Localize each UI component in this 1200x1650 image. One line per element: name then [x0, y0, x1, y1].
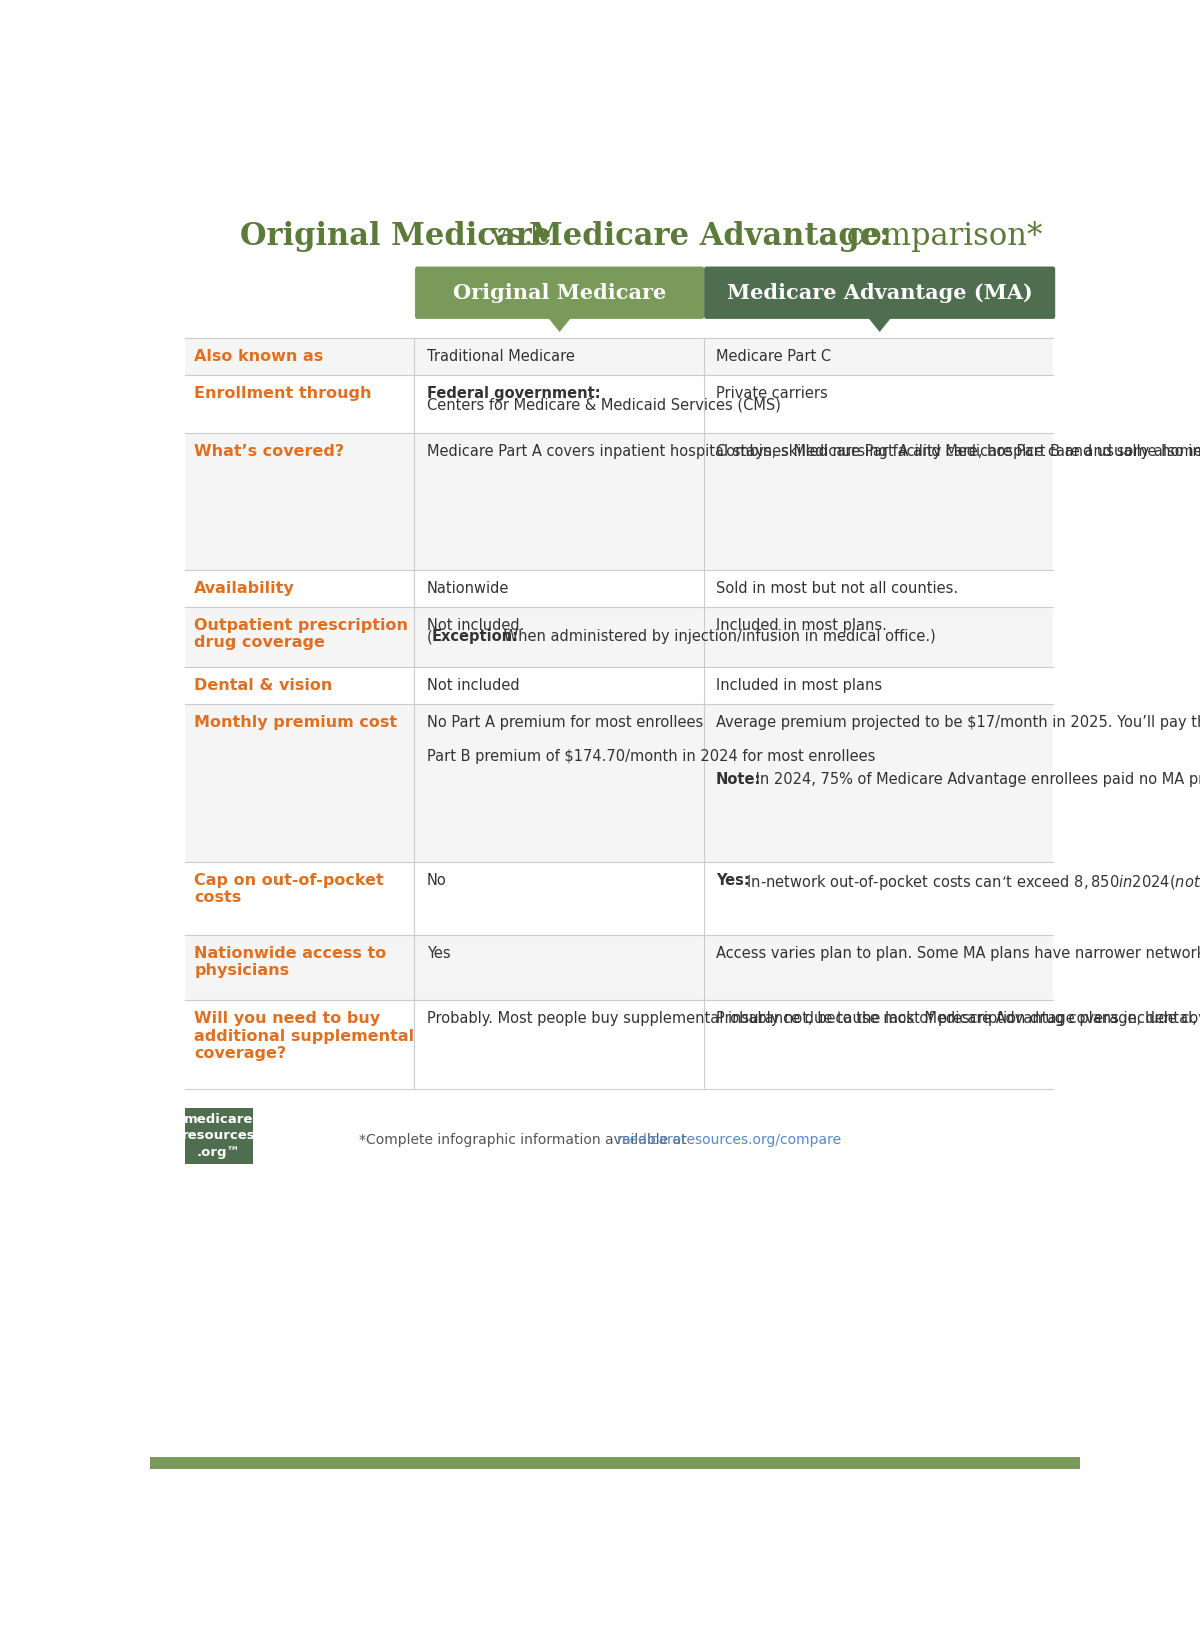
Text: Traditional Medicare: Traditional Medicare: [427, 348, 575, 365]
Text: In 2024, 75% of Medicare Advantage enrollees paid no MA premium, and only paid t: In 2024, 75% of Medicare Advantage enrol…: [751, 772, 1200, 787]
Text: In-network out-of-pocket costs can’t exceed $8,850 in 2024 (not including prescr: In-network out-of-pocket costs can’t exc…: [742, 873, 1200, 891]
Text: medicareresources.org/compare: medicareresources.org/compare: [617, 1132, 841, 1147]
Text: Monthly premium cost: Monthly premium cost: [194, 714, 397, 729]
FancyBboxPatch shape: [185, 607, 1052, 667]
Text: When administered by injection/infusion in medical office.): When administered by injection/infusion …: [498, 629, 935, 644]
Polygon shape: [547, 317, 572, 332]
Text: Medicare Advantage (MA): Medicare Advantage (MA): [727, 282, 1032, 302]
Text: *Complete infographic information available at: *Complete infographic information availa…: [359, 1132, 691, 1147]
Text: Note:: Note:: [715, 772, 761, 787]
FancyBboxPatch shape: [185, 1109, 253, 1163]
Text: medicare
resources
.org™: medicare resources .org™: [182, 1112, 256, 1158]
Text: Medicare Part A covers inpatient hospital stays, skilled nursing facility care, : Medicare Part A covers inpatient hospita…: [427, 444, 1200, 459]
Text: No Part A premium for most enrollees: No Part A premium for most enrollees: [427, 714, 703, 729]
Text: Centers for Medicare & Medicaid Services (CMS): Centers for Medicare & Medicaid Services…: [427, 398, 780, 412]
Text: Included in most plans.: Included in most plans.: [715, 617, 887, 632]
Text: Medicare Advantage:: Medicare Advantage:: [529, 221, 890, 252]
Text: Outpatient prescription
drug coverage: Outpatient prescription drug coverage: [194, 617, 408, 650]
Text: Not included.: Not included.: [427, 617, 524, 632]
Text: Will you need to buy
additional supplemental
coverage?: Will you need to buy additional suppleme…: [194, 1011, 414, 1061]
FancyBboxPatch shape: [415, 267, 704, 318]
Text: Combines Medicare Part A and Medicare Part B and usually also includes Medicare : Combines Medicare Part A and Medicare Pa…: [715, 444, 1200, 459]
Text: Probably. Most people buy supplemental insurance due to the lack of prescription: Probably. Most people buy supplemental i…: [427, 1011, 1200, 1026]
FancyBboxPatch shape: [185, 432, 1052, 569]
Polygon shape: [868, 317, 892, 332]
Text: vs.: vs.: [481, 221, 544, 252]
Text: Average premium projected to be $17/month in 2025. You’ll pay this in addition t: Average premium projected to be $17/mont…: [715, 714, 1200, 729]
Text: Probably not, because most Medicare Advantage plans include coverage for prescri: Probably not, because most Medicare Adva…: [715, 1011, 1200, 1026]
Text: (: (: [427, 629, 432, 644]
Text: Federal government:: Federal government:: [427, 386, 600, 401]
Text: Not included: Not included: [427, 678, 520, 693]
Text: Dental & vision: Dental & vision: [194, 678, 332, 693]
FancyBboxPatch shape: [185, 1000, 1052, 1089]
FancyBboxPatch shape: [185, 705, 1052, 861]
Text: Availability: Availability: [194, 581, 295, 596]
Text: Access varies plan to plan. Some MA plans have narrower networks – with fewer ph: Access varies plan to plan. Some MA plan…: [715, 945, 1200, 960]
Text: a comparison*: a comparison*: [809, 221, 1043, 252]
Text: Yes: Yes: [427, 945, 450, 960]
Text: Original Medicare: Original Medicare: [452, 282, 666, 302]
Text: Part B premium of $174.70/month in 2024 for most enrollees: Part B premium of $174.70/month in 2024 …: [427, 749, 875, 764]
Text: Included in most plans: Included in most plans: [715, 678, 882, 693]
Text: Private carriers: Private carriers: [715, 386, 828, 401]
FancyBboxPatch shape: [185, 861, 1052, 936]
FancyBboxPatch shape: [185, 569, 1052, 607]
Text: Enrollment through: Enrollment through: [194, 386, 372, 401]
FancyBboxPatch shape: [704, 267, 1055, 318]
FancyBboxPatch shape: [185, 936, 1052, 1000]
Text: Nationwide access to
physicians: Nationwide access to physicians: [194, 945, 386, 978]
Text: Nationwide: Nationwide: [427, 581, 509, 596]
Text: Also known as: Also known as: [194, 348, 324, 365]
FancyBboxPatch shape: [185, 338, 1052, 375]
Text: Exception:: Exception:: [431, 629, 518, 644]
Text: Original Medicare: Original Medicare: [240, 221, 551, 252]
FancyBboxPatch shape: [150, 1457, 1080, 1468]
FancyBboxPatch shape: [185, 667, 1052, 705]
Text: What’s covered?: What’s covered?: [194, 444, 344, 459]
Text: No: No: [427, 873, 446, 888]
Text: Yes:: Yes:: [715, 873, 750, 888]
Text: Medicare Part C: Medicare Part C: [715, 348, 830, 365]
FancyBboxPatch shape: [185, 375, 1052, 432]
Text: Sold in most but not all counties.: Sold in most but not all counties.: [715, 581, 958, 596]
Text: Cap on out-of-pocket
costs: Cap on out-of-pocket costs: [194, 873, 384, 904]
